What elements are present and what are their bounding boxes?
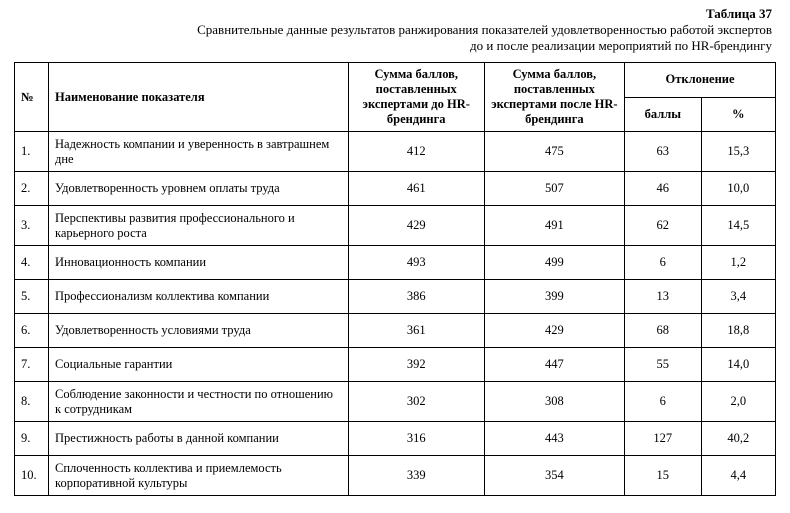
table-head: № Наименование показателя Сумма баллов, …	[15, 63, 776, 132]
table-row: 5.Профессионализм коллектива компании386…	[15, 280, 776, 314]
cell-after: 475	[484, 132, 624, 172]
cell-dev-percent: 4,4	[701, 456, 775, 496]
cell-number: 3.	[15, 206, 49, 246]
cell-after: 447	[484, 348, 624, 382]
cell-dev-percent: 2,0	[701, 382, 775, 422]
table-row: 6.Удовлетворенность условиями труда36142…	[15, 314, 776, 348]
cell-dev-points: 68	[625, 314, 702, 348]
cell-after: 491	[484, 206, 624, 246]
cell-dev-percent: 15,3	[701, 132, 775, 172]
cell-dev-points: 63	[625, 132, 702, 172]
cell-before: 412	[348, 132, 484, 172]
cell-dev-points: 127	[625, 422, 702, 456]
col-header-dev-percent: %	[701, 97, 775, 132]
cell-dev-percent: 18,8	[701, 314, 775, 348]
cell-after: 507	[484, 172, 624, 206]
cell-before: 429	[348, 206, 484, 246]
table-row: 4.Инновационность компании49349961,2	[15, 246, 776, 280]
table-row: 1.Надежность компании и уверенность в за…	[15, 132, 776, 172]
cell-dev-percent: 3,4	[701, 280, 775, 314]
cell-name: Инновационность компании	[49, 246, 349, 280]
cell-number: 4.	[15, 246, 49, 280]
table-row: 10.Сплоченность коллектива и приемлемост…	[15, 456, 776, 496]
cell-name: Соблюдение законности и честности по отн…	[49, 382, 349, 422]
cell-before: 493	[348, 246, 484, 280]
cell-number: 7.	[15, 348, 49, 382]
cell-dev-percent: 14,0	[701, 348, 775, 382]
cell-dev-percent: 40,2	[701, 422, 775, 456]
table-row: 2.Удовлетворенность уровнем оплаты труда…	[15, 172, 776, 206]
cell-after: 443	[484, 422, 624, 456]
cell-name: Профессионализм коллектива компании	[49, 280, 349, 314]
cell-dev-points: 6	[625, 382, 702, 422]
cell-name: Удовлетворенность уровнем оплаты труда	[49, 172, 349, 206]
cell-name: Надежность компании и уверенность в завт…	[49, 132, 349, 172]
cell-number: 6.	[15, 314, 49, 348]
col-header-before: Сумма баллов, поставленных экспертами до…	[348, 63, 484, 132]
table-caption: Сравнительные данные результатов ранжиро…	[14, 22, 772, 55]
cell-name: Престижность работы в данной компании	[49, 422, 349, 456]
cell-dev-percent: 10,0	[701, 172, 775, 206]
cell-before: 339	[348, 456, 484, 496]
table-row: 7.Социальные гарантии3924475514,0	[15, 348, 776, 382]
col-header-number: №	[15, 63, 49, 132]
cell-dev-percent: 1,2	[701, 246, 775, 280]
cell-dev-percent: 14,5	[701, 206, 775, 246]
cell-before: 461	[348, 172, 484, 206]
cell-number: 1.	[15, 132, 49, 172]
cell-dev-points: 15	[625, 456, 702, 496]
table-row: 3.Перспективы развития профессионального…	[15, 206, 776, 246]
cell-before: 386	[348, 280, 484, 314]
ranking-table: № Наименование показателя Сумма баллов, …	[14, 62, 776, 496]
cell-number: 9.	[15, 422, 49, 456]
col-header-name: Наименование показателя	[49, 63, 349, 132]
table-row: 9.Престижность работы в данной компании3…	[15, 422, 776, 456]
caption-line-1: Сравнительные данные результатов ранжиро…	[197, 22, 772, 37]
cell-name: Сплоченность коллектива и приемлемость к…	[49, 456, 349, 496]
col-header-deviation: Отклонение	[625, 63, 776, 98]
cell-dev-points: 62	[625, 206, 702, 246]
cell-before: 361	[348, 314, 484, 348]
caption-line-2: до и после реализации мероприятий по HR-…	[470, 38, 772, 53]
cell-before: 302	[348, 382, 484, 422]
cell-number: 10.	[15, 456, 49, 496]
cell-name: Перспективы развития профессионального и…	[49, 206, 349, 246]
cell-dev-points: 6	[625, 246, 702, 280]
cell-dev-points: 46	[625, 172, 702, 206]
col-header-dev-points: баллы	[625, 97, 702, 132]
cell-after: 308	[484, 382, 624, 422]
cell-number: 2.	[15, 172, 49, 206]
cell-number: 5.	[15, 280, 49, 314]
cell-after: 429	[484, 314, 624, 348]
cell-before: 392	[348, 348, 484, 382]
table-number-label: Таблица 37	[14, 6, 772, 22]
cell-number: 8.	[15, 382, 49, 422]
cell-name: Социальные гарантии	[49, 348, 349, 382]
cell-dev-points: 55	[625, 348, 702, 382]
table-body: 1.Надежность компании и уверенность в за…	[15, 132, 776, 496]
cell-name: Удовлетворенность условиями труда	[49, 314, 349, 348]
table-row: 8.Соблюдение законности и честности по о…	[15, 382, 776, 422]
col-header-after: Сумма баллов, поставленных экспертами по…	[484, 63, 624, 132]
cell-after: 499	[484, 246, 624, 280]
cell-after: 354	[484, 456, 624, 496]
cell-after: 399	[484, 280, 624, 314]
cell-before: 316	[348, 422, 484, 456]
cell-dev-points: 13	[625, 280, 702, 314]
